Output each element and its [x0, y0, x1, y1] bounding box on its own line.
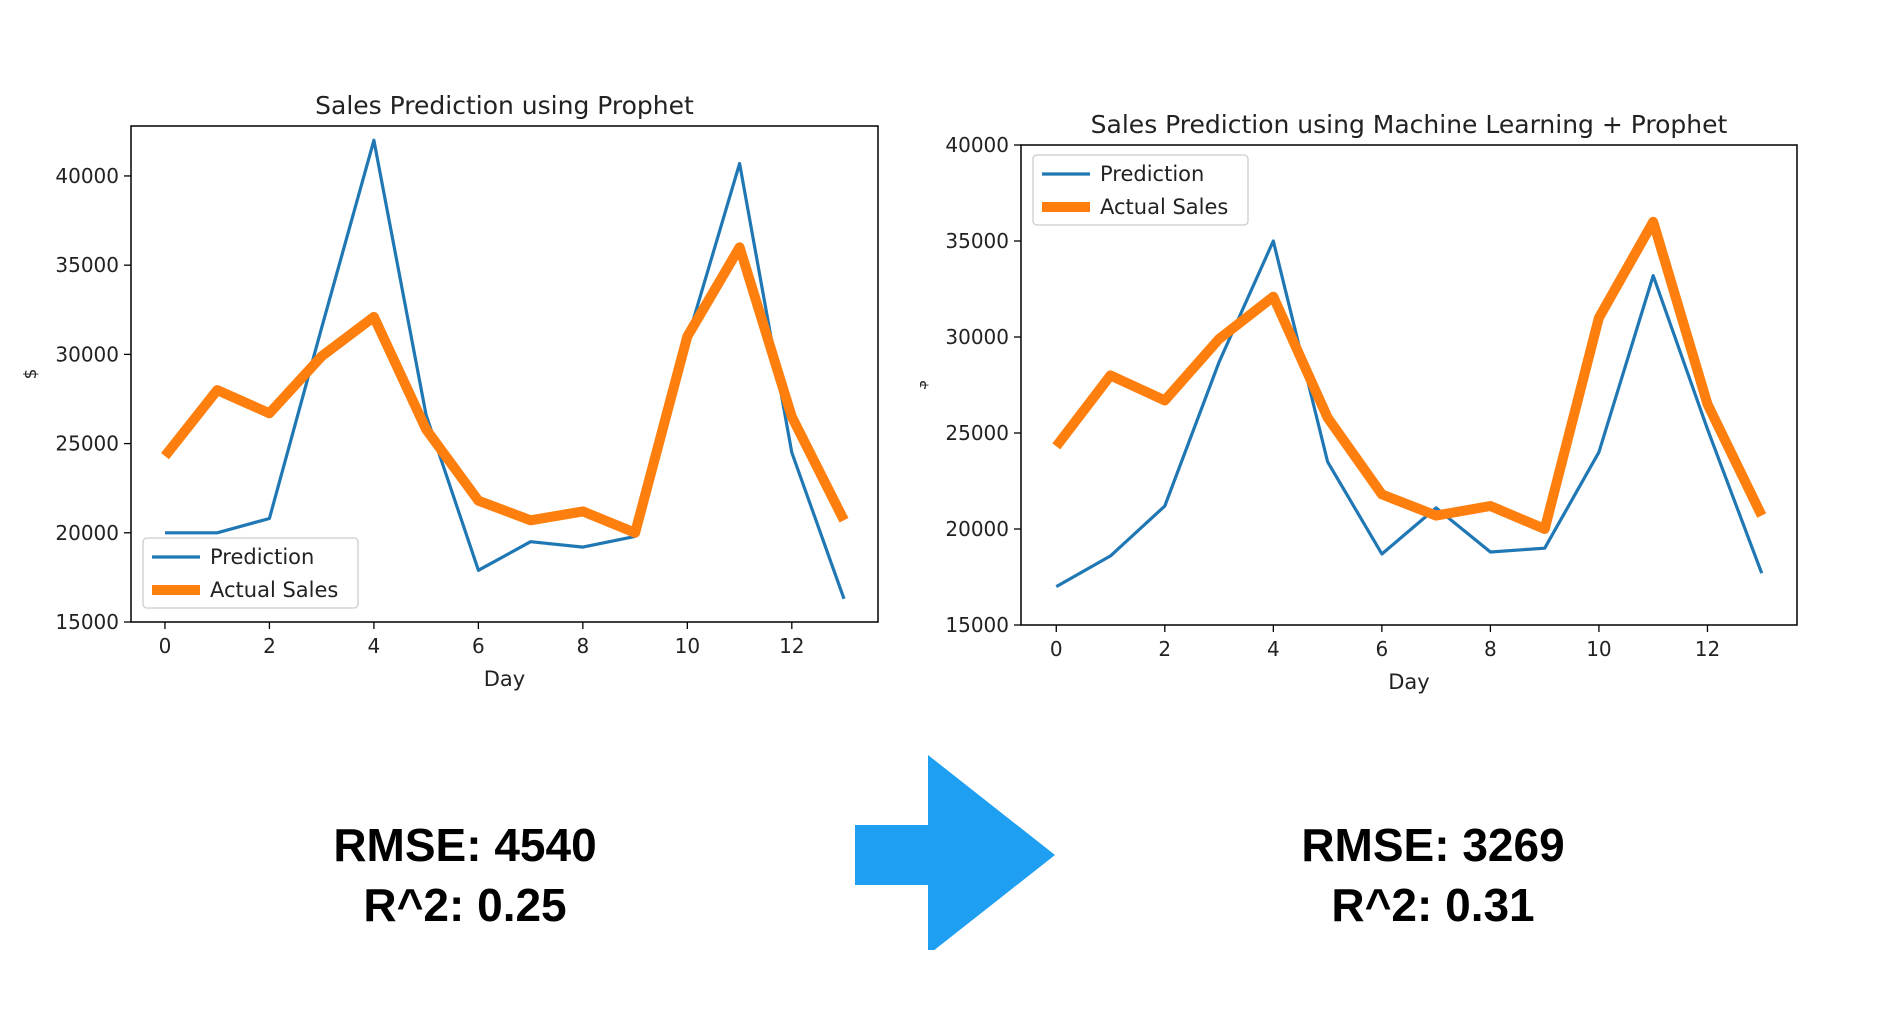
legend: Prediction Actual Sales — [142, 537, 359, 609]
y-axis-label: $ — [920, 380, 931, 391]
rmse-label: RMSE: 4540 — [333, 819, 597, 871]
legend-label: Prediction — [210, 545, 314, 569]
x-tick-label: 0 — [1050, 637, 1063, 661]
x-tick-label: 6 — [472, 634, 485, 658]
y-tick-label: 25000 — [945, 421, 1009, 445]
series-line-prediction — [1055, 239, 1764, 588]
right-arrow-icon — [855, 755, 1055, 950]
x-tick-label: 4 — [1267, 637, 1280, 661]
y-tick-label: 20000 — [55, 521, 119, 545]
r2-label: R^2: 0.25 — [363, 879, 567, 931]
y-tick-label: 30000 — [55, 342, 119, 366]
series-line-prediction — [165, 138, 846, 600]
legend-label: Actual Sales — [210, 578, 338, 602]
x-tick-label: 6 — [1376, 637, 1389, 661]
x-tick-label: 8 — [1484, 637, 1497, 661]
x-tick-label: 2 — [263, 634, 276, 658]
r2-label: R^2: 0.31 — [1331, 879, 1535, 931]
x-axis-label: Day — [1388, 670, 1429, 694]
y-tick-label: 15000 — [55, 610, 119, 634]
y-axis-label: $ — [21, 369, 41, 380]
plot-frame — [130, 125, 879, 623]
plot-frame — [1020, 144, 1798, 626]
metrics-ml-prophet: RMSE: 3269 R^2: 0.31 — [1183, 815, 1683, 935]
y-tick-label: 25000 — [55, 432, 119, 456]
y-tick-label: 40000 — [55, 164, 119, 188]
x-tick-label: 4 — [368, 634, 381, 658]
x-tick-label: 12 — [779, 634, 804, 658]
y-tick-label: 30000 — [945, 325, 1009, 349]
chart-prophet: Sales Prediction using Prophet 15000 20000… — [21, 91, 879, 691]
chart-title: Sales Prediction using Prophet — [315, 91, 694, 120]
x-tick-label: 0 — [159, 634, 172, 658]
series-line-actual-sales — [1052, 216, 1767, 534]
x-tick-label: 12 — [1695, 637, 1720, 661]
y-tick-label: 35000 — [945, 229, 1009, 253]
y-tick-label: 15000 — [945, 613, 1009, 637]
y-tick-label: 20000 — [945, 517, 1009, 541]
metrics-prophet: RMSE: 4540 R^2: 0.25 — [215, 815, 715, 935]
series-line-actual-sales — [161, 242, 849, 538]
y-tick-label: 40000 — [945, 133, 1009, 157]
rmse-label: RMSE: 3269 — [1301, 819, 1565, 871]
arrow-shape — [855, 755, 1055, 950]
x-tick-label: 10 — [675, 634, 700, 658]
chart-title: Sales Prediction using Machine Learning … — [1091, 110, 1728, 139]
legend-label: Prediction — [1100, 162, 1204, 186]
x-tick-label: 10 — [1586, 637, 1611, 661]
legend-label: Actual Sales — [1100, 195, 1228, 219]
chart-ml-prophet: Sales Prediction using Machine Learning … — [920, 110, 1798, 694]
x-tick-label: 2 — [1158, 637, 1171, 661]
legend: Prediction Actual Sales — [1032, 154, 1249, 226]
x-axis-label: Day — [484, 667, 525, 691]
x-tick-label: 8 — [576, 634, 589, 658]
y-tick-label: 35000 — [55, 253, 119, 277]
